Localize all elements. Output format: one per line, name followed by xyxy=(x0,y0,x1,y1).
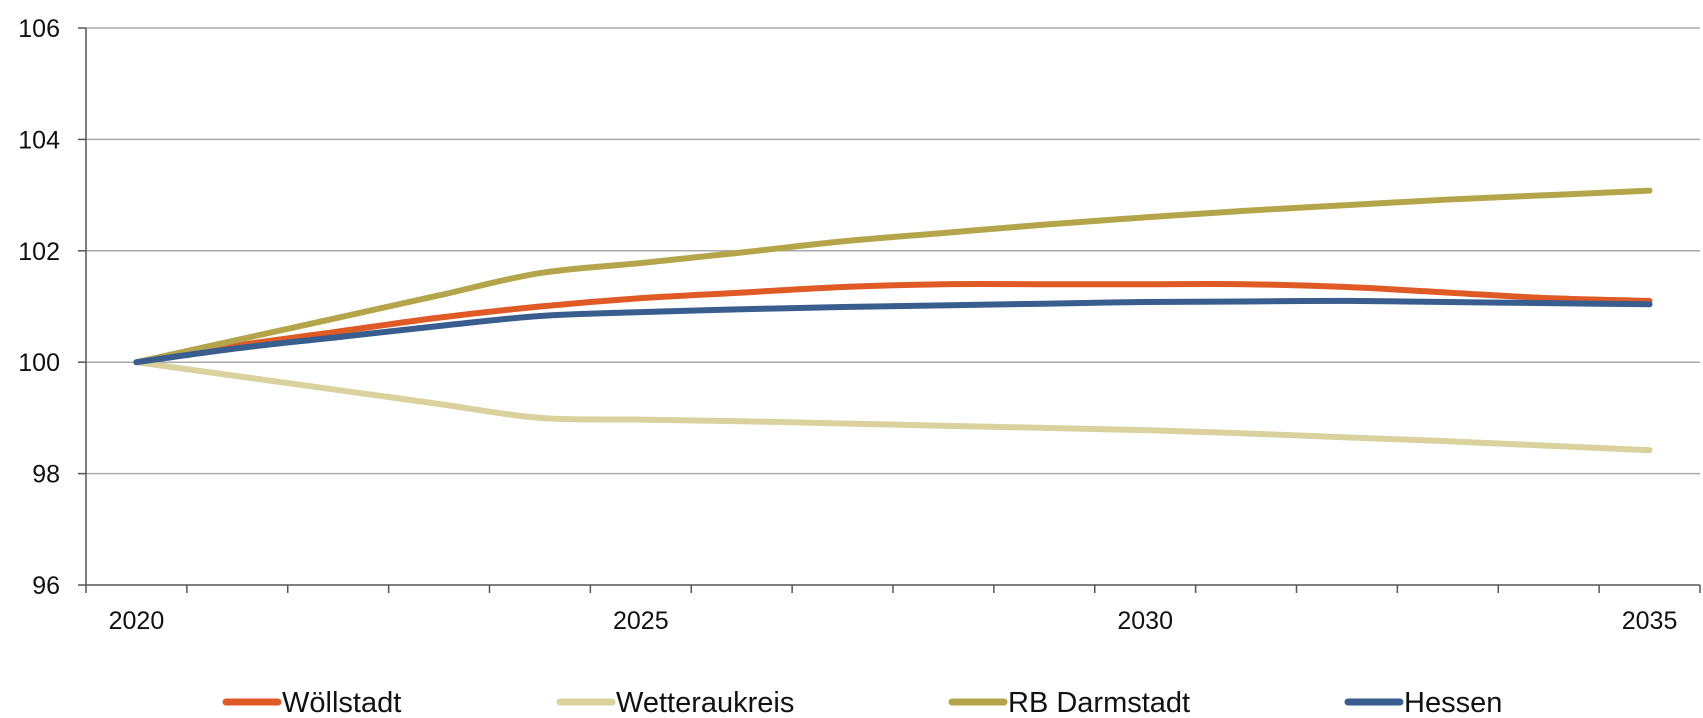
series-line-woellstadt xyxy=(133,281,1653,366)
x-tick-label-2030: 2030 xyxy=(1117,607,1173,635)
y-tick-label-102: 102 xyxy=(18,238,60,266)
legend-label-hessen: Hessen xyxy=(1404,687,1502,718)
legend-label-rb-darmstadt: RB Darmstadt xyxy=(1008,687,1190,718)
legend-label-woellstadt: Wöllstadt xyxy=(282,687,401,718)
y-tick-label-98: 98 xyxy=(32,461,60,489)
y-tick-label-106: 106 xyxy=(18,15,60,43)
legend-label-wetteraukreis: Wetteraukreis xyxy=(616,687,794,718)
y-tick-label-96: 96 xyxy=(32,572,60,600)
y-tick-labels: 96 98 100 102 104 106 xyxy=(18,15,60,600)
series-line-wetteraukreis xyxy=(133,359,1653,454)
axes xyxy=(78,27,1701,593)
x-tick-labels: 2020 2025 2030 2035 xyxy=(109,607,1678,635)
series-line-rb-darmstadt xyxy=(133,187,1653,366)
series-lines xyxy=(133,187,1653,454)
legend: Wöllstadt Wetteraukreis RB Darmstadt Hessen xyxy=(222,687,1502,718)
y-tick-label-104: 104 xyxy=(18,126,60,154)
y-tick-label-100: 100 xyxy=(18,349,60,377)
x-tick-label-2025: 2025 xyxy=(613,607,669,635)
series-line-hessen xyxy=(133,297,1653,366)
x-tick-label-2035: 2035 xyxy=(1622,607,1678,635)
x-tick-label-2020: 2020 xyxy=(109,607,165,635)
grid-lines xyxy=(86,27,1700,475)
